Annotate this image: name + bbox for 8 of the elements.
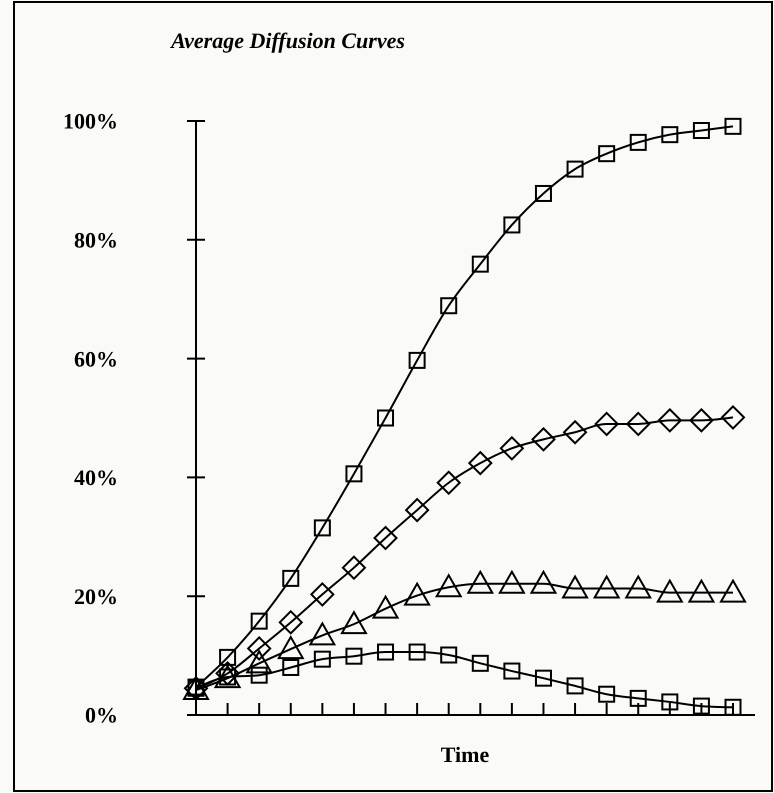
- x-axis-title: Time: [440, 742, 490, 767]
- y-tick-label: 0%: [85, 702, 118, 728]
- chart-title: Average Diffusion Curves: [169, 28, 405, 53]
- y-tick-label: 40%: [74, 465, 118, 490]
- y-tick-label: 100%: [63, 108, 118, 134]
- y-tick-label: 20%: [74, 584, 118, 609]
- y-tick-label: 80%: [74, 228, 118, 252]
- y-tick-label: 60%: [74, 346, 118, 372]
